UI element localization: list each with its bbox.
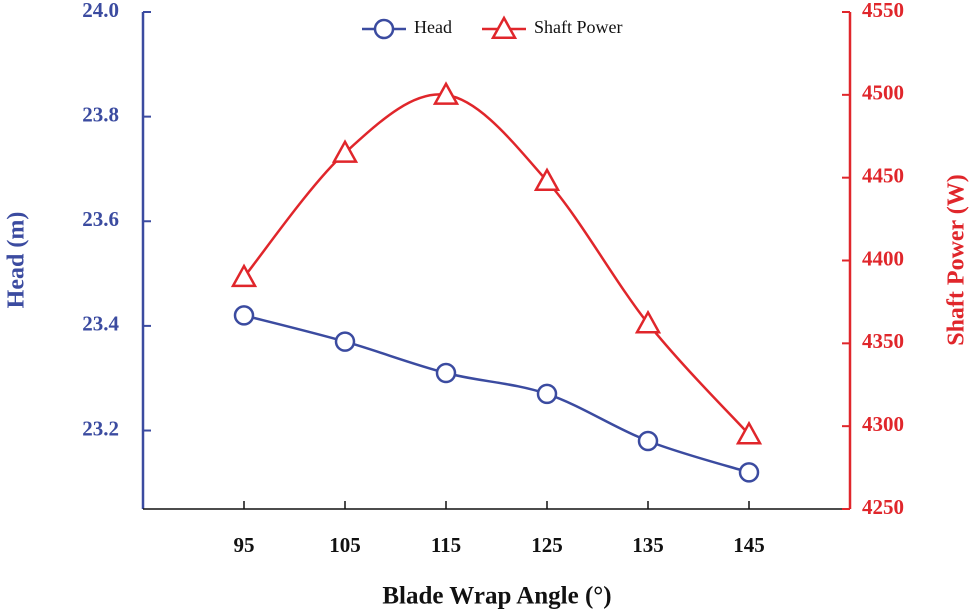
y2-tick-label: 4300: [862, 412, 904, 436]
x-tick-label: 115: [431, 533, 461, 557]
y-tick-label: 24.0: [82, 0, 119, 22]
y-tick-label: 23.4: [82, 312, 119, 336]
data-point: [738, 462, 760, 483]
data-point: [230, 263, 258, 288]
legend-label: Shaft Power: [534, 17, 623, 37]
y2-tick-label: 4350: [862, 329, 904, 353]
legend-marker: [490, 15, 518, 40]
y-tick-label: 23.8: [82, 102, 119, 126]
x-tick-label: 95: [234, 533, 255, 557]
data-point: [435, 362, 457, 384]
y-tick-label: 23.2: [82, 416, 119, 440]
y2-tick-label: 4450: [862, 163, 904, 187]
y-axis-label: Head (m): [4, 212, 30, 309]
y2-tick-label: 4500: [862, 81, 904, 105]
data-point: [634, 309, 662, 334]
x-tick-label: 125: [531, 533, 563, 557]
y2-tick-label: 4250: [862, 495, 904, 519]
series-line: [243, 314, 750, 474]
x-tick-label: 145: [733, 533, 765, 557]
y-tick-label: 23.6: [82, 207, 119, 231]
x-tick-label: 135: [632, 533, 664, 557]
data-point: [334, 331, 356, 352]
data-point: [432, 81, 460, 105]
legend-marker: [373, 18, 395, 40]
data-point: [233, 305, 255, 326]
series-line: [243, 93, 750, 436]
data-point: [331, 139, 359, 163]
data-point: [637, 430, 659, 452]
data-point: [735, 420, 763, 445]
y2-tick-label: 4400: [862, 246, 904, 270]
y2-axis-label: Shaft Power (W): [944, 174, 970, 346]
data-point: [533, 167, 561, 192]
data-point: [536, 383, 558, 405]
y2-tick-label: 4550: [862, 0, 904, 22]
legend-label: Head: [414, 17, 452, 37]
x-axis-label: Blade Wrap Angle (°): [382, 583, 611, 610]
x-tick-label: 105: [329, 533, 361, 557]
